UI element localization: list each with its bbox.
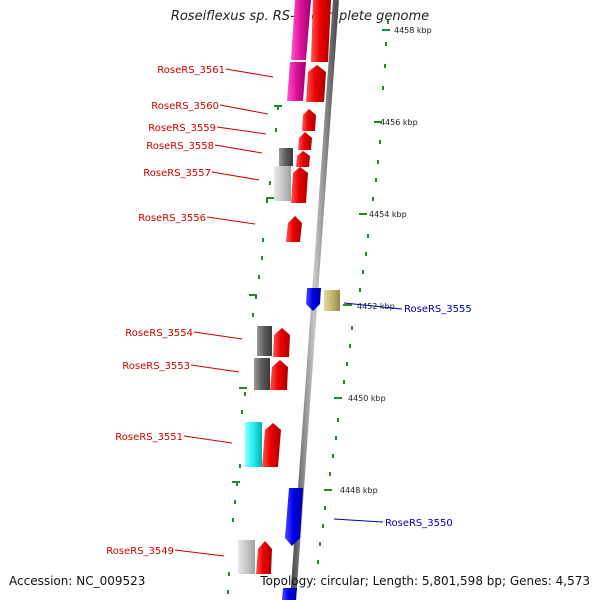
gene-label: RoseRS_3556 xyxy=(138,213,206,224)
gene-arrow-reverse xyxy=(282,588,297,600)
gene-block xyxy=(238,540,255,574)
tick-label: 4448 kbp xyxy=(340,486,378,495)
gene-block xyxy=(254,358,270,390)
tick-label: 4458 kbp xyxy=(394,26,432,35)
left-gene-labels: RoseRS_3561 RoseRS_3560 RoseRS_3559 Rose… xyxy=(106,65,274,557)
gene-label: RoseRS_3551 xyxy=(115,432,183,443)
tick-label: 4454 kbp xyxy=(369,210,407,219)
gene-arrow xyxy=(256,541,272,574)
outer-guide-track xyxy=(317,20,389,564)
gene-arrow-reverse xyxy=(285,488,303,546)
gene-label: RoseRS_3549 xyxy=(106,546,174,557)
tick-label: 4450 kbp xyxy=(348,394,386,403)
gene-label: RoseRS_3558 xyxy=(146,141,214,152)
gene-arrow xyxy=(306,65,326,102)
gene-block xyxy=(274,166,291,201)
gene-label: RoseRS_3560 xyxy=(151,101,219,112)
gene-arrow xyxy=(296,151,310,167)
gene-label: RoseRS_3557 xyxy=(143,168,211,179)
gene-arrow xyxy=(270,360,288,390)
gene-arrow-reverse xyxy=(306,288,321,311)
gene-label: RoseRS_3550 xyxy=(385,518,453,529)
gene-block xyxy=(245,422,262,467)
gene-block xyxy=(291,0,311,60)
topology-text: Topology: circular; Length: 5,801,598 bp… xyxy=(260,574,590,588)
gene-arrow xyxy=(273,328,290,357)
gene-label: RoseRS_3561 xyxy=(157,65,225,76)
pseudo-gene-blocks xyxy=(238,148,293,574)
gene-arrow xyxy=(262,423,281,467)
gene-arrow xyxy=(286,216,302,242)
gene-block xyxy=(287,62,306,101)
gene-arrow xyxy=(291,167,308,203)
accession-text: Accession: NC_009523 xyxy=(9,574,146,588)
gene-label: RoseRS_3554 xyxy=(125,328,193,339)
gene-arrow xyxy=(302,109,316,131)
right-gene-labels: RoseRS_3555 RoseRS_3550 xyxy=(333,302,472,529)
gene-arrow xyxy=(311,0,331,62)
gene-block xyxy=(324,290,340,311)
gene-label: RoseRS_3559 xyxy=(148,123,216,134)
forward-strand-genes xyxy=(256,0,331,574)
gene-block xyxy=(279,148,293,166)
gene-label: RoseRS_3553 xyxy=(122,361,190,372)
tick-label: 4456 kbp xyxy=(380,118,418,127)
axis-tick-marks xyxy=(232,29,390,491)
gene-label: RoseRS_3555 xyxy=(404,304,472,315)
gene-block xyxy=(257,326,272,356)
gene-arrow xyxy=(298,132,312,150)
